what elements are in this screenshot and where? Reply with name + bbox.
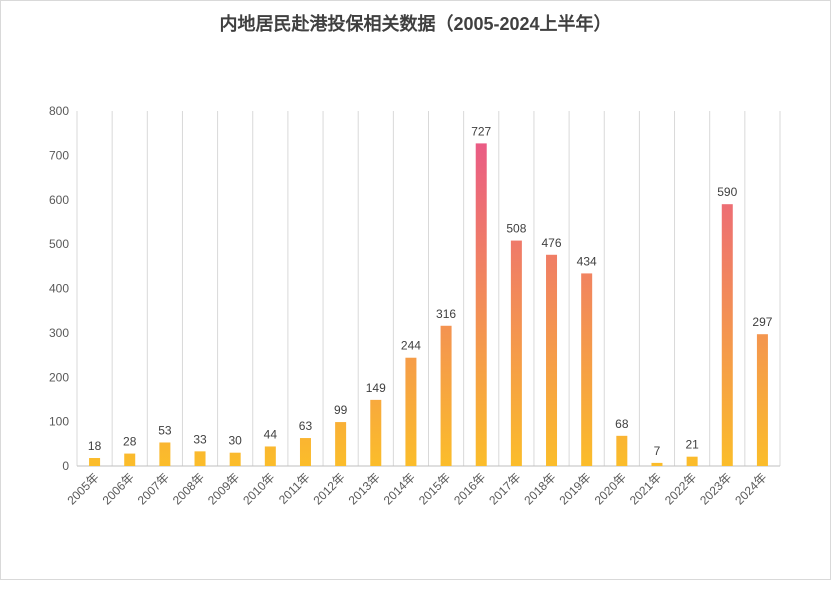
bar xyxy=(651,462,663,466)
x-tick-label: 2007年 xyxy=(135,470,172,507)
bar xyxy=(475,143,487,467)
data-label: 316 xyxy=(436,307,456,321)
x-tick-label: 2006年 xyxy=(100,470,137,507)
x-tick-label: 2011年 xyxy=(276,470,313,507)
bar xyxy=(756,334,768,466)
data-label: 68 xyxy=(615,417,629,431)
x-tick-label: 2010年 xyxy=(240,470,277,507)
x-tick-label: 2020年 xyxy=(592,470,629,507)
x-tick-label: 2016年 xyxy=(451,470,488,507)
bar xyxy=(546,254,558,466)
y-tick-label: 600 xyxy=(49,193,69,207)
x-tick-label: 2023年 xyxy=(697,470,734,507)
x-tick-label: 2009年 xyxy=(205,470,242,507)
data-label: 99 xyxy=(334,403,348,417)
bar xyxy=(159,442,171,466)
y-tick-label: 800 xyxy=(49,104,69,118)
data-label: 33 xyxy=(193,432,207,446)
bar xyxy=(194,451,206,466)
data-label: 508 xyxy=(506,222,526,236)
data-label: 590 xyxy=(717,185,737,199)
y-tick-label: 700 xyxy=(49,148,69,162)
bar xyxy=(440,325,452,466)
data-labels: 18 28 53 33 30 44 63 99 149 244 316 727 508 476 434 68 7… xyxy=(88,124,773,458)
x-tick-label: 2012年 xyxy=(310,470,347,507)
x-tick-label: 2008年 xyxy=(170,470,207,507)
data-label: 297 xyxy=(752,315,772,329)
bar xyxy=(299,438,311,466)
data-label: 21 xyxy=(685,438,699,452)
bar xyxy=(721,204,733,466)
data-label: 53 xyxy=(158,423,172,437)
y-tick-label: 200 xyxy=(49,370,69,384)
data-label: 244 xyxy=(401,339,421,353)
data-label: 149 xyxy=(366,381,386,395)
bar xyxy=(510,240,522,466)
data-label: 30 xyxy=(228,434,242,448)
x-tick-label: 2024年 xyxy=(732,470,769,507)
x-tick-label: 2005年 xyxy=(64,470,101,507)
y-tick-label: 300 xyxy=(49,326,69,340)
chart-title: 内地居民赴港投保相关数据（2005-2024上半年） xyxy=(219,14,612,34)
x-tick-label: 2017年 xyxy=(486,470,523,507)
data-label: 476 xyxy=(542,236,562,250)
data-label: 7 xyxy=(654,444,661,458)
x-tick-label: 2019年 xyxy=(557,470,594,507)
y-tick-labels: 0 100 200 300 400 500 600 700 800 xyxy=(49,104,69,473)
data-label: 44 xyxy=(264,427,278,441)
bar xyxy=(686,456,698,466)
data-label: 28 xyxy=(123,435,137,449)
bar xyxy=(264,446,276,466)
y-tick-label: 400 xyxy=(49,282,69,296)
x-tick-labels: 2005年2006年2007年2008年2009年2010年2011年2012年… xyxy=(64,470,769,507)
bar xyxy=(616,435,628,466)
bar xyxy=(89,458,101,466)
x-tick-label: 2018年 xyxy=(521,470,558,507)
bar xyxy=(405,357,417,466)
y-tick-label: 500 xyxy=(49,237,69,251)
bar xyxy=(124,453,136,466)
gridlines xyxy=(76,111,781,466)
data-label: 18 xyxy=(88,439,102,453)
data-label: 727 xyxy=(471,124,491,138)
x-tick-label: 2014年 xyxy=(381,470,418,507)
bar xyxy=(229,452,241,466)
y-tick-label: 0 xyxy=(62,459,69,473)
x-tick-label: 2021年 xyxy=(627,470,664,507)
bar xyxy=(335,422,347,466)
data-label: 63 xyxy=(299,419,313,433)
bar xyxy=(581,273,593,466)
x-tick-label: 2022年 xyxy=(662,470,699,507)
y-tick-label: 100 xyxy=(49,415,69,429)
data-label: 434 xyxy=(577,254,597,268)
bars xyxy=(89,143,768,467)
x-tick-label: 2015年 xyxy=(416,470,453,507)
x-tick-label: 2013年 xyxy=(346,470,383,507)
bar xyxy=(370,399,382,466)
